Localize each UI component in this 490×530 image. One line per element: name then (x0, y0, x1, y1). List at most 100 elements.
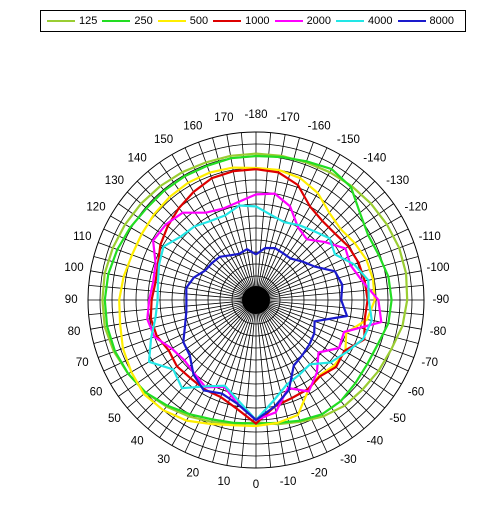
grid-spoke (255, 134, 286, 301)
angle-tick-label: 170 (214, 112, 233, 124)
angle-tick-label: 50 (108, 413, 121, 425)
angle-tick-label: 40 (131, 436, 144, 448)
angle-tick-label: 110 (73, 231, 91, 243)
series-group (101, 152, 409, 428)
legend-swatch (397, 20, 426, 22)
legend-label: 250 (134, 15, 153, 27)
grid-spoke (255, 299, 422, 330)
angle-tick-label: -90 (432, 294, 449, 306)
angle-tick-label: -120 (404, 202, 427, 214)
angle-tick-label: 90 (65, 294, 78, 306)
angle-tick-label: 20 (186, 468, 199, 480)
angle-tick-label: 100 (64, 262, 83, 274)
angle-tick-labels: -180 -170 -160 -150-140-130 -120 -110 -100 -90 -… (64, 109, 449, 491)
series-line-500 (118, 166, 376, 428)
grid-spoke (255, 215, 402, 301)
grid-spoke (255, 299, 376, 420)
legend-item: 500 (157, 15, 209, 27)
grid-spoke (255, 256, 419, 301)
grid-spoke (255, 191, 385, 301)
grid-spoke (103, 299, 257, 372)
grid-spoke (97, 299, 257, 358)
angle-tick-label: 30 (157, 454, 170, 466)
angle-tick-label: -60 (408, 386, 425, 398)
grid-spoke (93, 299, 257, 344)
angle-tick-label: -40 (366, 436, 383, 448)
grid-spoke (118, 203, 257, 301)
angle-tick-label: 70 (76, 357, 89, 369)
angle-tick-label: -80 (430, 326, 447, 338)
grid-spoke (255, 270, 422, 301)
series-line-8000 (182, 246, 349, 422)
angle-tick-label: -180 (244, 109, 267, 121)
series-line-1000 (149, 168, 369, 425)
angle-tick-label: -100 (426, 262, 449, 274)
angle-tick-label: 160 (183, 120, 202, 132)
grid-spoke (147, 171, 257, 301)
grid-spoke (226, 299, 257, 466)
grid-spoke (255, 162, 353, 301)
legend-label: 1000 (245, 15, 270, 27)
legend-swatch (213, 20, 242, 22)
angle-tick-label: -110 (419, 231, 441, 243)
grid-spoke (240, 299, 257, 468)
grid-spoke (255, 299, 402, 385)
legend-swatch (336, 20, 365, 22)
grid-spoke (255, 299, 314, 459)
angle-tick-label: -10 (280, 476, 297, 488)
angle-tick-label: -130 (386, 175, 409, 187)
angle-tick-label: 80 (68, 326, 81, 338)
grid-spoke (110, 215, 257, 301)
grid-spoke (127, 299, 257, 409)
grid-spoke (255, 299, 286, 466)
legend-label: 125 (79, 15, 98, 27)
angle-tick-label: 150 (154, 134, 173, 146)
grid-spoke (103, 228, 257, 301)
angle-tick-label: 10 (218, 476, 231, 488)
grid-spoke (88, 299, 257, 316)
legend-item: 1000 (213, 15, 270, 27)
grid-spoke (255, 284, 424, 301)
legend-label: 2000 (306, 15, 332, 27)
legend-label: 8000 (429, 15, 455, 27)
polar-grid (87, 131, 425, 469)
grid-spoke (255, 299, 300, 463)
grid-spoke (171, 154, 257, 301)
grid-spoke (255, 132, 272, 301)
grid-spoke (255, 228, 409, 301)
angle-tick-label: -170 (277, 112, 300, 124)
grid-spoke (212, 137, 257, 301)
grid-spoke (90, 299, 257, 330)
legend-swatch (157, 20, 186, 22)
angle-tick-label: 120 (86, 202, 105, 214)
angle-tick-label: -140 (363, 152, 386, 164)
grid-spoke (127, 191, 257, 301)
grid-spoke (97, 242, 257, 301)
grid-spoke (255, 299, 272, 468)
center-hub (242, 286, 270, 314)
grid-spoke (198, 141, 257, 301)
grid-spoke (136, 180, 257, 301)
grid-spoke (255, 299, 424, 316)
grid-spoke (88, 284, 257, 301)
grid-spoke (240, 132, 257, 301)
angle-tick-label: -150 (337, 134, 360, 146)
grid-spoke (255, 299, 409, 372)
grid-spoke (93, 256, 257, 301)
grid-spoke (255, 141, 314, 301)
legend-item: 8000 (397, 15, 455, 27)
grid-spoke (184, 299, 257, 453)
legend-item: 2000 (274, 15, 332, 27)
grid-spoke (184, 147, 257, 301)
grid-spoke (90, 270, 257, 301)
angle-tick-label: -30 (340, 454, 357, 466)
grid-spoke (198, 299, 257, 459)
angle-tick-label: -50 (389, 413, 406, 425)
angle-tick-label: -160 (308, 120, 331, 132)
angle-tick-label: 130 (105, 175, 124, 187)
legend-swatch (274, 20, 303, 22)
legend-item: 250 (102, 15, 153, 27)
legend-label: 500 (189, 15, 209, 27)
angle-tick-label: 60 (90, 386, 103, 398)
